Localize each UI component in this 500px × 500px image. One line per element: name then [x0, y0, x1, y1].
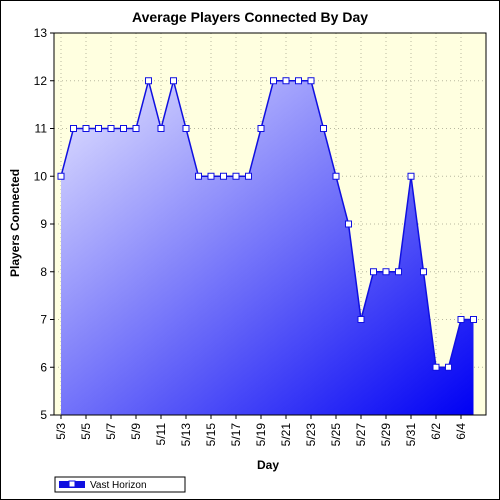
data-point [357, 316, 365, 323]
y-tick-label: 9 [40, 217, 47, 231]
x-tick-label: 5/13 [179, 423, 193, 447]
data-point [120, 125, 127, 132]
data-point [182, 125, 190, 132]
x-tick-label: 5/31 [404, 423, 418, 447]
data-point [82, 125, 90, 132]
x-tick-label: 5/25 [329, 423, 343, 447]
data-point [445, 363, 452, 371]
data-point [245, 172, 252, 180]
x-tick-label: 5/3 [54, 423, 68, 440]
data-point [57, 172, 65, 180]
legend-marker [68, 480, 76, 488]
data-point [420, 268, 427, 276]
data-point [457, 316, 465, 323]
x-tick-label: 5/7 [104, 423, 118, 440]
plot-area: 5 6 7 8 9 10 11 12 13 5/3 5/5 5/7 5/9 5/11 5/13 5/15 5/1… [34, 26, 487, 447]
series-area [61, 80, 474, 416]
data-point [432, 363, 440, 371]
y-tick-label: 13 [34, 26, 48, 40]
x-tick-label: 5/21 [279, 423, 293, 447]
y-tick-label: 6 [40, 360, 47, 374]
series-line [60, 77, 474, 369]
y-tick-label: 10 [34, 169, 48, 183]
data-point [332, 172, 340, 180]
x-tick-label: 5/15 [204, 423, 218, 447]
x-tick-label: 5/5 [79, 423, 93, 440]
data-point [207, 172, 215, 180]
y-tick-label: 11 [35, 122, 48, 136]
data-point [270, 77, 277, 85]
data-point [257, 125, 265, 132]
data-point [145, 77, 152, 85]
data-point [157, 125, 165, 132]
data-point [345, 220, 352, 228]
x-tick-label: 5/17 [229, 423, 243, 447]
x-tick-label: 5/11 [154, 423, 168, 446]
data-point [195, 172, 202, 180]
data-point [407, 172, 415, 180]
plot-border [53, 32, 487, 416]
data-point [395, 268, 402, 276]
x-tick-label: 6/4 [454, 423, 468, 440]
legend-label: Vast Horizon [90, 480, 147, 491]
data-point [107, 125, 115, 132]
data-point [170, 77, 177, 85]
legend-box [54, 476, 186, 493]
data-point [220, 172, 227, 180]
data-point [132, 125, 140, 132]
data-point [232, 172, 240, 180]
y-tick-label: 7 [40, 313, 47, 327]
data-point [370, 268, 377, 276]
data-point [295, 77, 302, 85]
y-tick-label: 8 [40, 265, 47, 279]
x-axis-label: Day [257, 458, 279, 472]
y-tick-label: 5 [40, 408, 47, 422]
chart-title: Average Players Connected By Day [132, 9, 368, 25]
legend: Vast Horizon [54, 476, 186, 493]
data-point [95, 125, 102, 132]
y-axis-label: Players Connected [8, 169, 22, 277]
y-tick-label: 12 [34, 74, 48, 88]
data-point [70, 125, 77, 132]
data-point [320, 125, 327, 132]
data-point [470, 316, 477, 323]
x-tick-label: 6/2 [429, 423, 443, 440]
x-tick-label: 5/23 [304, 423, 318, 447]
x-tick-label: 5/9 [129, 423, 143, 440]
x-tick-label: 5/27 [354, 423, 368, 447]
x-tick-label: 5/19 [254, 423, 268, 447]
data-point [382, 268, 390, 276]
x-tick-label: 5/29 [379, 423, 393, 447]
data-point [282, 77, 290, 85]
data-point [307, 77, 315, 85]
